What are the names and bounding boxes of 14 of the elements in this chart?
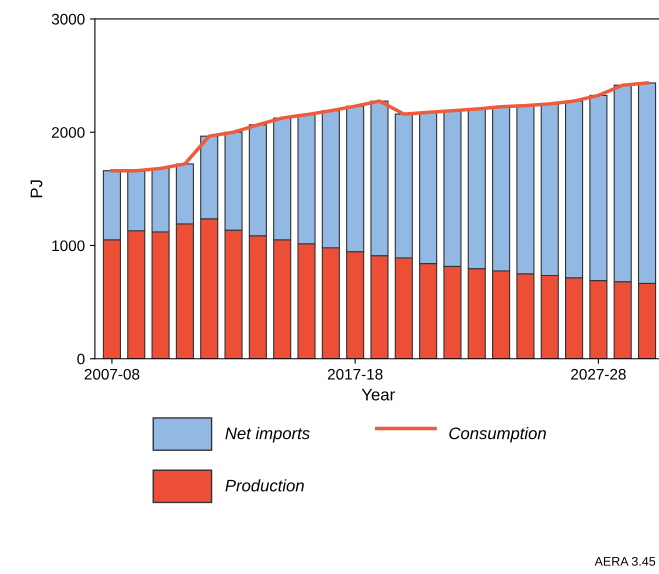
x-axis-title: Year xyxy=(362,388,395,401)
y-tick-label: 1000 xyxy=(52,240,85,252)
x-tick-label: 2027-28 xyxy=(571,368,626,380)
text: AERA 3.45 xyxy=(594,556,656,566)
y-tick-label: 2000 xyxy=(52,127,85,138)
x-tick-label: 2007-08 xyxy=(84,368,140,380)
legend-label: Net imports xyxy=(225,427,310,443)
x-tick-label: 2017-18 xyxy=(328,368,383,380)
line-series xyxy=(110,81,649,172)
y-tick-label: 0 xyxy=(77,354,85,364)
legend-label: Production xyxy=(225,479,304,492)
y-axis-title: PJ xyxy=(30,180,42,198)
y-tick-label: 3000 xyxy=(52,14,85,25)
legend-label: Consumption xyxy=(449,427,546,443)
